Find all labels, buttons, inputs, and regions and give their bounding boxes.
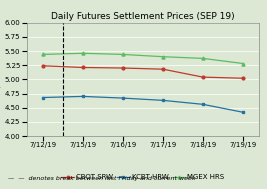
Line: KCBT HRW: KCBT HRW bbox=[41, 95, 244, 114]
MGEX HRS bbox=[201, 57, 205, 60]
CBOT SRW bbox=[41, 65, 44, 67]
KCBT HRW bbox=[121, 97, 124, 99]
MGEX HRS bbox=[41, 53, 44, 56]
KCBT HRW bbox=[161, 99, 164, 101]
Y-axis label: $/ bu: $/ bu bbox=[0, 70, 2, 89]
MGEX HRS bbox=[161, 56, 164, 58]
MGEX HRS bbox=[121, 53, 124, 56]
CBOT SRW bbox=[201, 76, 205, 78]
KCBT HRW bbox=[241, 111, 245, 113]
CBOT SRW bbox=[161, 68, 164, 70]
CBOT SRW bbox=[241, 77, 245, 79]
Title: Daily Futures Settlement Prices (SEP 19): Daily Futures Settlement Prices (SEP 19) bbox=[51, 12, 235, 21]
Line: CBOT SRW: CBOT SRW bbox=[41, 64, 244, 80]
MGEX HRS bbox=[81, 52, 84, 54]
KCBT HRW bbox=[201, 103, 205, 105]
CBOT SRW bbox=[81, 66, 84, 69]
CBOT SRW bbox=[121, 67, 124, 69]
Line: MGEX HRS: MGEX HRS bbox=[41, 52, 245, 65]
KCBT HRW bbox=[41, 96, 44, 99]
Text: —  —  denotes break between last Friday and current week: — — denotes break between last Friday an… bbox=[8, 177, 195, 181]
Legend: CBOT SRW, KCBT HRW, MGEX HRS: CBOT SRW, KCBT HRW, MGEX HRS bbox=[58, 171, 227, 183]
MGEX HRS bbox=[241, 62, 245, 65]
KCBT HRW bbox=[81, 95, 84, 98]
